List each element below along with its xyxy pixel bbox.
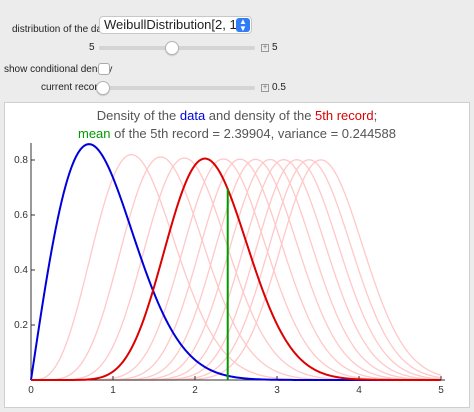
faint-record-curve-11	[31, 159, 442, 381]
x-tick-label-0: 0	[28, 385, 34, 396]
plot-title-line1: Density of the data and density of the 5…	[5, 108, 469, 123]
x-tick-label-1: 1	[110, 385, 116, 396]
current-record-slider-thumb[interactable]	[96, 81, 110, 95]
title-text-3: ;	[373, 108, 378, 123]
y-tick-label-0.2: 0.2	[14, 320, 28, 331]
density-chart: 0 1 2 3 4 5 0.2 0.4 0.6 0.8	[14, 143, 445, 396]
x-tick-label-3: 3	[274, 385, 280, 396]
current-record-label: current record	[41, 82, 104, 93]
title-record-word: 5th record	[315, 108, 374, 123]
records-slider-thumb[interactable]	[165, 41, 179, 55]
x-tick-label-5: 5	[438, 385, 444, 396]
y-tick-label-0.6: 0.6	[14, 210, 28, 221]
current-record-slider-track[interactable]	[99, 86, 255, 90]
distribution-label: distribution of the data	[12, 24, 111, 35]
y-tick-label-0.8: 0.8	[14, 155, 28, 166]
x-tick-label-4: 4	[356, 385, 362, 396]
conditional-density-label: show conditional density	[4, 64, 113, 75]
title-text-2: and density of the	[205, 108, 316, 123]
records-slider-expand-icon[interactable]: +	[261, 44, 269, 52]
records-slider-value: 5	[272, 42, 278, 53]
current-record-expand-icon[interactable]: +	[261, 84, 269, 92]
distribution-popup-menu[interactable]: WeibullDistribution[2, 1] ▲ ▼	[99, 16, 252, 34]
conditional-density-checkbox[interactable]	[98, 63, 110, 75]
distribution-value: WeibullDistribution[2, 1]	[104, 17, 241, 32]
chevron-updown-icon: ▲ ▼	[236, 18, 250, 33]
slider-min-label: 5	[89, 42, 95, 53]
record-density-curve	[31, 157, 441, 381]
plot-title-line2: mean of the 5th record = 2.39904, varian…	[5, 126, 469, 141]
current-record-value: 0.5	[272, 82, 286, 93]
title-stats-text: of the 5th record = 2.39904, variance = …	[110, 126, 397, 141]
title-text-1: Density of the	[96, 108, 180, 123]
y-tick-label-0.4: 0.4	[14, 265, 28, 276]
title-mean-word: mean	[77, 126, 111, 141]
plot-panel: Density of the data and density of the 5…	[4, 102, 470, 408]
data-density-curve	[30, 143, 441, 381]
title-data-word: data	[179, 108, 206, 123]
x-tick-label-2: 2	[192, 385, 198, 396]
